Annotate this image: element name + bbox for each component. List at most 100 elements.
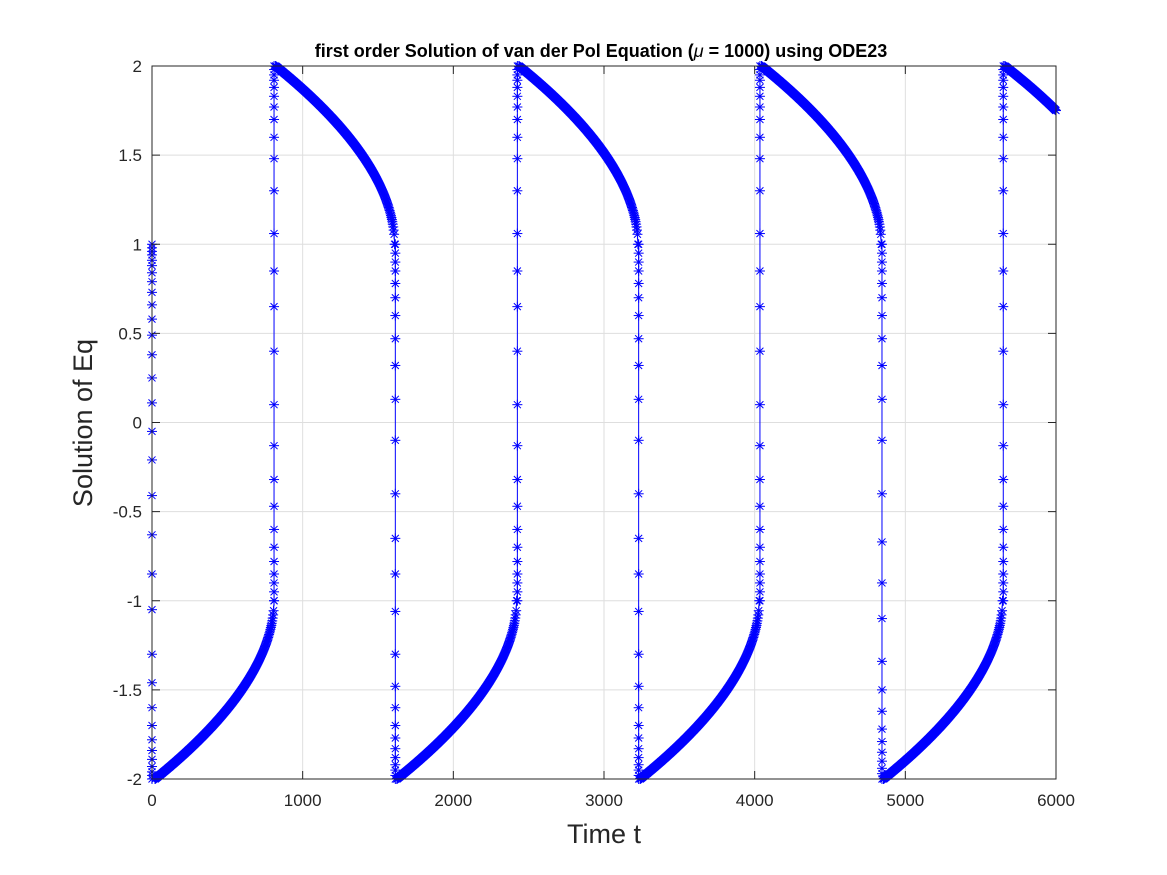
data-point-marker [633,265,644,276]
data-point-marker [876,488,887,499]
data-point-marker [876,536,887,547]
data-point-marker [390,606,401,617]
data-point-marker [512,265,523,276]
data-point-marker [390,239,401,250]
data-point-marker [876,747,887,758]
data-point-marker [633,333,644,344]
data-point-marker [512,524,523,535]
data-point-marker [269,569,280,580]
data-point-marker [876,239,887,250]
data-point-marker [633,239,644,250]
data-point-marker [512,501,523,512]
data-point-marker [268,605,279,616]
data-point-marker [633,702,644,713]
data-point-marker [269,474,280,485]
data-point-marker [512,153,523,164]
data-point-marker [269,556,280,567]
data-point-marker [389,229,400,240]
data-point-marker [269,301,280,312]
data-point-marker [876,684,887,695]
data-point-marker [512,228,523,239]
data-point-marker [512,346,523,357]
y-tick-label: 0 [133,414,142,433]
chart-title-mu-symbol: μ [693,41,704,61]
data-point-marker [390,394,401,405]
data-point-marker [876,248,887,259]
data-point-marker [390,248,401,259]
data-point-marker [633,743,644,754]
data-point-marker [754,556,765,567]
data-point-marker [269,595,280,606]
data-point-marker [390,533,401,544]
data-point-marker [754,101,765,112]
data-point-marker [390,733,401,744]
x-tick-label: 4000 [736,791,774,810]
data-point-marker [512,91,523,102]
data-point-marker [269,114,280,125]
data-point-marker [754,185,765,196]
chart-title-prefix: first order Solution of van der Pol Equa… [315,41,694,61]
data-point-marker [390,310,401,321]
data-point-marker [998,556,1009,567]
data-point-marker [876,577,887,588]
y-tick-label: -1.5 [113,681,142,700]
data-point-marker [390,257,401,268]
data-point-marker [390,278,401,289]
data-point-marker [512,114,523,125]
data-point-marker [512,569,523,580]
data-point-marker [876,656,887,667]
data-point-marker [512,301,523,312]
data-point-marker [754,595,765,606]
data-point-marker [269,101,280,112]
data-point-marker [998,440,1009,451]
data-point-marker [390,681,401,692]
data-point-marker [633,681,644,692]
y-tick-label: -1 [127,592,142,611]
data-point-marker [754,228,765,239]
chart-title: first order Solution of van der Pol Equa… [315,41,887,61]
y-tick-label: 2 [133,57,142,76]
data-point-marker [998,569,1009,580]
data-point-marker [998,501,1009,512]
data-point-marker [876,278,887,289]
data-point-marker [633,733,644,744]
data-point-marker [876,724,887,735]
y-tick-label: 1.5 [118,146,142,165]
x-tick-label: 3000 [585,791,623,810]
x-axis-label: Time t [567,819,641,849]
data-point-marker [876,333,887,344]
data-point-marker [633,360,644,371]
data-point-marker [390,292,401,303]
data-point-marker [998,586,1009,597]
data-point-marker [633,257,644,268]
x-tick-label: 6000 [1037,791,1075,810]
data-point-marker [754,542,765,553]
data-point-marker [390,360,401,371]
data-point-marker [269,228,280,239]
data-point-marker [876,394,887,405]
data-point-marker [875,229,886,240]
data-point-marker [876,360,887,371]
data-point-marker [633,488,644,499]
data-point-marker [390,265,401,276]
data-point-marker [512,440,523,451]
data-point-marker [754,301,765,312]
data-point-marker [876,435,887,446]
data-point-marker [998,301,1009,312]
data-point-marker [876,310,887,321]
data-point-marker [876,257,887,268]
data-point-marker [269,501,280,512]
data-point-marker [390,333,401,344]
data-point-marker [512,595,523,606]
data-point-marker [269,524,280,535]
data-point-marker [754,577,765,588]
y-tick-label: -0.5 [113,503,142,522]
x-tick-label: 1000 [284,791,322,810]
x-tick-label: 2000 [434,791,472,810]
data-point-marker [633,606,644,617]
data-point-marker [998,101,1009,112]
data-point-marker [998,228,1009,239]
data-point-marker [633,533,644,544]
data-point-marker [754,501,765,512]
